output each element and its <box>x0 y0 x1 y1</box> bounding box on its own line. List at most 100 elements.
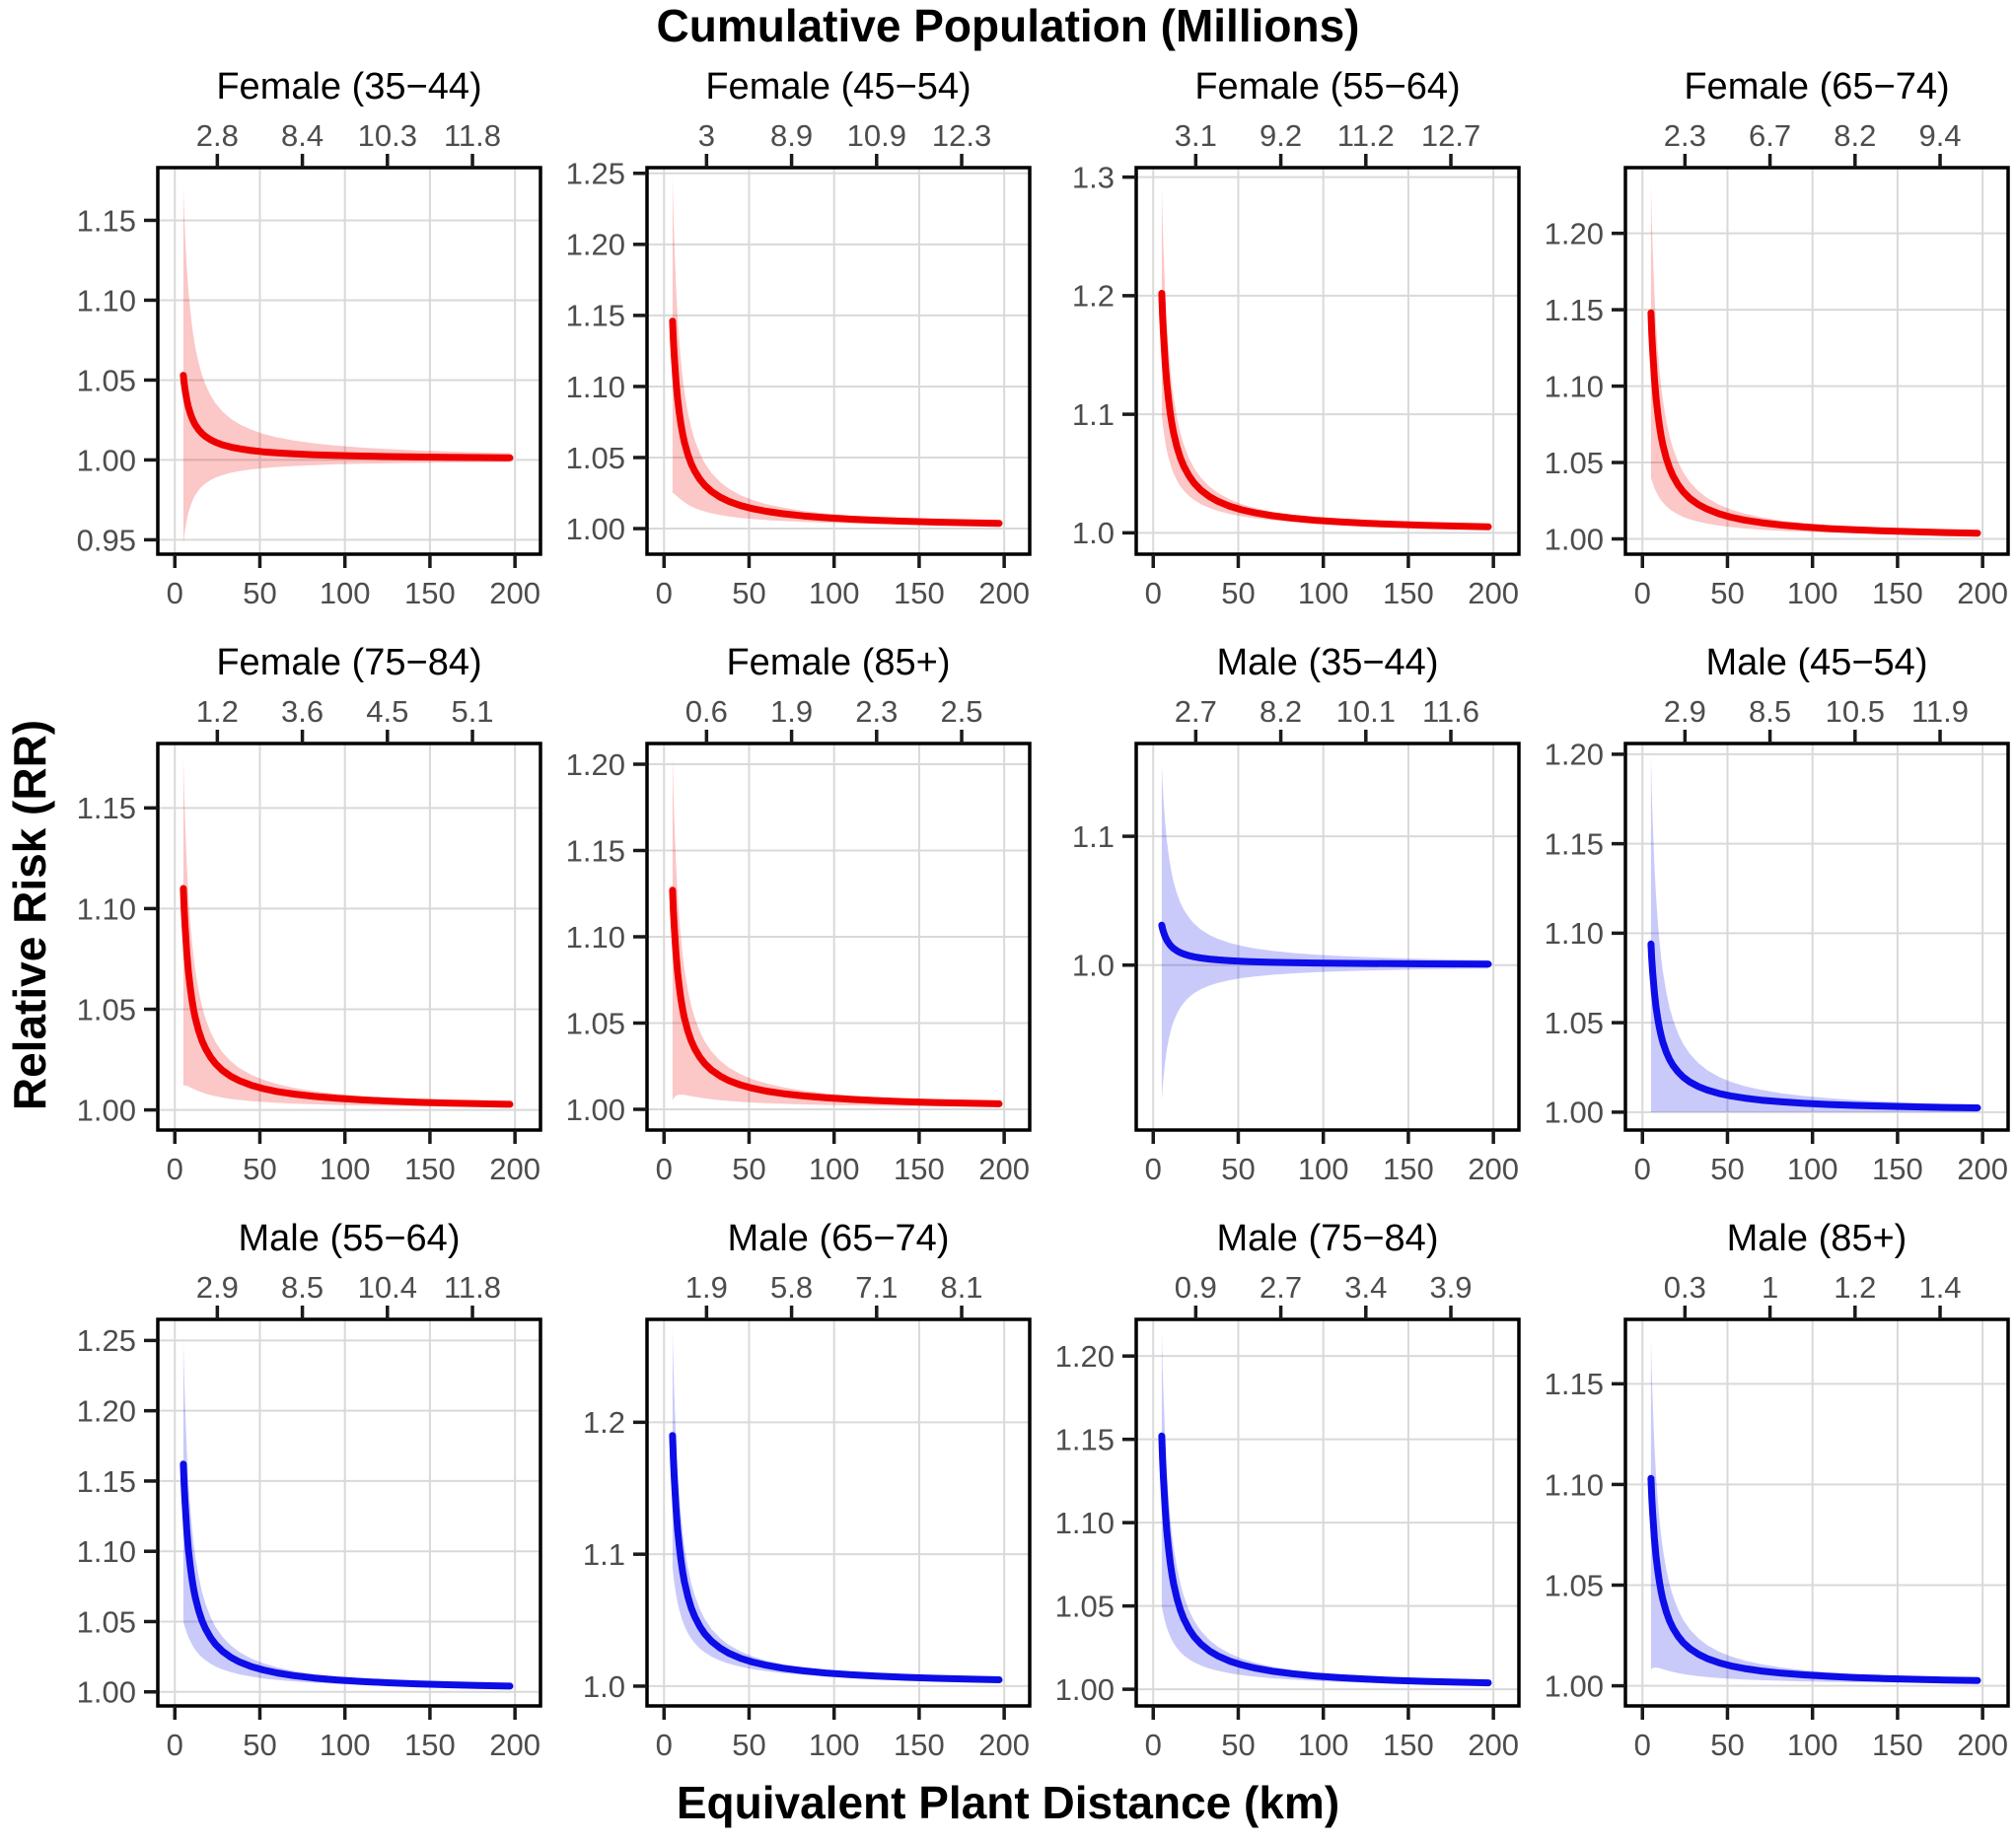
panel-border <box>1623 1317 2010 1708</box>
x-axis-tick-label: 0 <box>656 576 673 610</box>
x-axis-tick-label: 200 <box>489 576 540 610</box>
x-axis-tick-label: 100 <box>1787 1728 1838 1762</box>
x-axis-tick-label: 200 <box>1468 576 1519 610</box>
facet-panel-male-75-84-: Male (75−84)0.9 2.7 3.4 3.9 0 50 100 150 200 1.00… <box>1055 1218 1521 1762</box>
top-axis-tick-label: 5.8 <box>770 1270 813 1305</box>
confidence-ribbon <box>1650 184 1978 535</box>
facet-title: Male (35−44) <box>1217 642 1439 683</box>
relative-risk-curve <box>1647 1474 1981 1684</box>
confidence-ribbon <box>672 755 999 1107</box>
relative-risk-curve <box>669 886 1003 1107</box>
facet-panel-female-65-74-: Female (65−74) 2.3 6.7 8.2 9.4 0 50 100 150 200 1.… <box>1545 66 2010 610</box>
top-axis-tick-label: 10.9 <box>847 118 906 153</box>
facet-title: Female (45−54) <box>705 66 971 107</box>
y-axis-tick-label: 1.00 <box>77 1675 136 1710</box>
top-axis-tick-label: 6.7 <box>1749 118 1791 153</box>
top-axis-tick-label: 8.4 <box>281 118 324 153</box>
top-axis-tick-label: 1.4 <box>1918 1270 1961 1305</box>
top-axis-tick-label: 0.9 <box>1175 1270 1217 1305</box>
top-axis-tick-label: 12.3 <box>932 118 991 153</box>
y-axis-tick-label: 1.05 <box>566 1006 625 1040</box>
x-axis-tick-label: 0 <box>1145 1152 1162 1186</box>
top-axis-tick-label: 1.2 <box>1834 1270 1876 1305</box>
x-axis-tick-label: 200 <box>1468 1728 1519 1762</box>
y-axis-tick-label: 1.00 <box>566 1093 625 1127</box>
y-axis-tick-label: 1.10 <box>1545 916 1604 951</box>
confidence-ribbon <box>1161 186 1488 529</box>
x-axis-tick-label: 150 <box>404 1152 456 1186</box>
y-axis-tick-label: 1.00 <box>77 443 136 477</box>
confidence-ribbon <box>672 176 999 526</box>
y-axis-tick-label: 1.00 <box>77 1093 136 1127</box>
top-axis-tick-label: 3.1 <box>1175 118 1217 153</box>
panel-border <box>1134 742 1521 1132</box>
relative-risk-curve <box>1158 290 1492 531</box>
x-axis-tick-label: 100 <box>320 576 371 610</box>
top-axis-tick-label: 2.3 <box>855 694 898 729</box>
facet-panel-male-85-: Male (85+) 0.3 1 1.2 1.4 0 50 100 150 200 1.00 1.05… <box>1545 1218 2010 1762</box>
confidence-ribbon <box>1161 1330 1488 1685</box>
x-axis-tick-label: 50 <box>1710 1152 1744 1186</box>
top-axis-tick-label: 8.5 <box>1749 694 1791 729</box>
y-axis-tick-label: 0.95 <box>77 523 136 557</box>
relative-risk-curve <box>180 1460 514 1690</box>
facet-title: Male (85+) <box>1727 1218 1908 1259</box>
facet-panel-female-55-64-: Female (55−64) 3.1 9.2 11.2 12.7 0 50 100 150 200… <box>1072 66 1521 610</box>
x-axis-title: Equivalent Plant Distance (km) <box>676 1777 1340 1828</box>
x-axis-tick-label: 200 <box>1957 1728 2008 1762</box>
facet-title: Male (75−84) <box>1217 1218 1439 1259</box>
top-axis-tick-label: 2.8 <box>196 118 239 153</box>
x-axis-tick-label: 100 <box>1787 576 1838 610</box>
top-axis-tick-label: 10.5 <box>1826 694 1885 729</box>
facet-panel-male-55-64-: Male (55−64)2.9 8.5 10.4 11.8 0 50 100 150 200 1.… <box>77 1218 542 1762</box>
top-axis-tick-label: 11.6 <box>1422 694 1479 729</box>
confidence-ribbon <box>182 757 510 1107</box>
top-axis-tick-label: 2.7 <box>1260 1270 1302 1305</box>
x-axis-tick-label: 0 <box>1145 1728 1162 1762</box>
x-axis-tick-label: 150 <box>1383 1152 1434 1186</box>
y-axis-tick-label: 1.0 <box>1072 516 1115 550</box>
panel-border <box>645 166 1032 556</box>
facet-panel-female-75-84-: Female (75−84) 1.2 3.6 4.5 5.1 0 50 100 150 200 1.… <box>77 642 542 1186</box>
top-axis-tick-label: 8.1 <box>940 1270 982 1305</box>
top-axis-tick-label: 2.7 <box>1175 694 1217 729</box>
y-axis-tick-label: 1.00 <box>1545 1096 1604 1130</box>
y-axis-tick-label: 1.25 <box>77 1323 136 1358</box>
top-axis-tick-label: 1 <box>1762 1270 1778 1305</box>
top-axis-tick-label: 11.8 <box>444 118 501 153</box>
y-axis-tick-label: 1.20 <box>566 228 625 262</box>
top-axis-tick-label: 10.1 <box>1336 694 1396 729</box>
x-axis-tick-label: 0 <box>1634 1152 1651 1186</box>
x-axis-tick-label: 150 <box>1872 576 1923 610</box>
relative-risk-curve <box>669 1432 1003 1683</box>
x-axis-tick-label: 50 <box>243 1728 276 1762</box>
top-axis-tick-label: 2.3 <box>1664 118 1706 153</box>
x-axis-tick-label: 0 <box>1634 1728 1651 1762</box>
top-axis-tick-label: 8.5 <box>281 1270 324 1305</box>
top-axis-tick-label: 1.2 <box>196 694 239 729</box>
facet-panel-female-35-44-: Female (35−44) 2.8 8.4 10.3 11.8 0 50 100 150 200… <box>77 66 542 610</box>
y-axis-tick-label: 1.00 <box>1545 1668 1604 1703</box>
top-axis-tick-label: 2.5 <box>940 694 982 729</box>
facet-title: Female (75−84) <box>216 642 481 683</box>
panel-border <box>1623 166 2010 556</box>
y-axis-tick-label: 1.05 <box>1545 1006 1604 1040</box>
y-axis-tick-label: 1.10 <box>77 891 136 926</box>
x-axis-tick-label: 150 <box>404 576 456 610</box>
x-axis-tick-label: 200 <box>978 1728 1030 1762</box>
y-axis-tick-label: 1.1 <box>1072 397 1115 432</box>
facet-panel-male-65-74-: Male (65−74)1.9 5.8 7.1 8.1 0 50 100 150 200 1.0 1… <box>583 1218 1032 1762</box>
top-axis-tick-label: 3.4 <box>1344 1270 1387 1305</box>
x-axis-tick-label: 200 <box>489 1728 540 1762</box>
x-axis-tick-label: 50 <box>1221 1152 1255 1186</box>
top-axis-tick-label: 3 <box>698 118 715 153</box>
panel-border <box>1134 1317 1521 1708</box>
y-axis-title-column: Relative Risk (RR) <box>0 51 59 1779</box>
panel-border <box>1623 742 2010 1132</box>
y-axis-tick-label: 1.15 <box>566 833 625 868</box>
y-axis-tick-label: 1.0 <box>583 1669 625 1704</box>
top-axis-tick-label: 11.9 <box>1911 694 1969 729</box>
top-axis-tick-label: 12.7 <box>1421 118 1480 153</box>
y-axis-tick-label: 1.10 <box>566 920 625 955</box>
